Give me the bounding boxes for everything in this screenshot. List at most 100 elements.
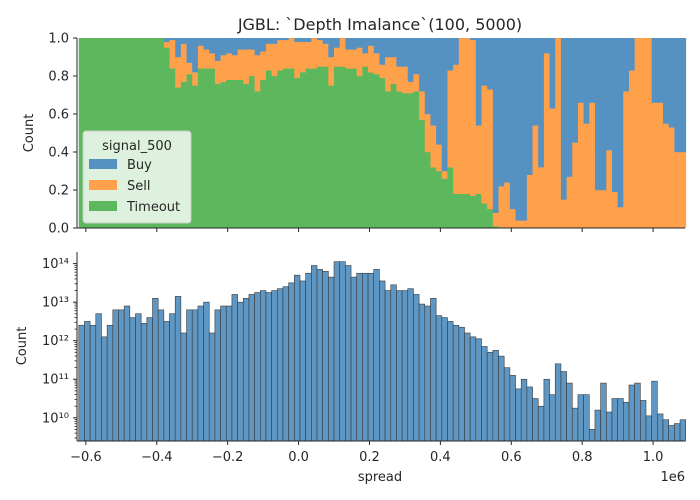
- bottom-x-tick-label-2: −0.2: [212, 450, 244, 465]
- bar-timeout-58: [407, 93, 414, 229]
- bar-timeout-35: [277, 70, 284, 229]
- bar-sell-89: [583, 123, 590, 229]
- histogram-bar-99: [640, 400, 647, 442]
- bar-buy-101: [651, 38, 658, 103]
- histogram-bar-36: [282, 286, 289, 442]
- bar-buy-17: [175, 38, 182, 58]
- bar-buy-90: [589, 38, 596, 103]
- bar-sell-39: [299, 41, 307, 73]
- bottom-x-tick-label-6: 0.6: [501, 450, 522, 465]
- bar-buy-47: [345, 38, 352, 50]
- bar-sell-100: [646, 38, 653, 229]
- bar-buy-33: [265, 38, 273, 44]
- bar-buy-74: [498, 38, 505, 187]
- bar-timeout-51: [368, 72, 375, 229]
- bar-buy-38: [294, 38, 301, 42]
- bar-sell-78: [521, 220, 528, 229]
- bar-sell-90: [589, 102, 596, 229]
- histogram-bar-94: [611, 398, 618, 442]
- top-y-tick-label-0: 0.0: [48, 222, 69, 237]
- bar-sell-61: [424, 114, 431, 153]
- bar-sell-44: [328, 57, 335, 86]
- histogram-bar-80: [532, 398, 539, 442]
- histogram-bar-54: [384, 290, 392, 442]
- bar-sell-40: [305, 41, 312, 69]
- histogram-bar-71: [481, 346, 488, 442]
- bar-sell-52: [373, 53, 380, 75]
- bar-sell-70: [475, 125, 482, 194]
- histogram-bar-23: [208, 332, 216, 442]
- bar-buy-48: [351, 38, 358, 50]
- bar-sell-94: [611, 191, 619, 229]
- bar-sell-92: [600, 190, 607, 229]
- histogram-bar-78: [520, 378, 528, 442]
- histogram-bar-81: [537, 405, 545, 442]
- histogram-bar-70: [475, 338, 482, 442]
- bar-buy-62: [430, 38, 437, 126]
- bar-sell-25: [220, 55, 227, 82]
- bar-sell-102: [657, 102, 664, 229]
- bar-sell-23: [209, 53, 216, 69]
- bar-buy-87: [572, 38, 579, 143]
- bar-timeout-50: [362, 66, 369, 229]
- bar-buy-82: [543, 38, 550, 54]
- bar-sell-72: [487, 89, 494, 210]
- histogram-bar-101: [651, 380, 658, 442]
- histogram-bar-15: [163, 321, 170, 442]
- bar-timeout-59: [413, 91, 420, 229]
- bottom-x-tick-label-3: 0.0: [288, 450, 309, 465]
- histogram-bar-14: [157, 309, 165, 442]
- histogram-bar-62: [430, 297, 437, 442]
- bar-buy-23: [209, 38, 216, 54]
- bar-sell-88: [577, 102, 585, 229]
- histogram-bar-43: [322, 271, 329, 442]
- bar-sell-77: [515, 220, 522, 229]
- histogram-bar-21: [197, 305, 204, 442]
- histogram-bar-83: [549, 394, 556, 442]
- bar-sell-47: [345, 49, 352, 69]
- bar-buy-105: [674, 38, 681, 153]
- bar-timeout-42: [317, 66, 324, 229]
- bar-timeout-28: [237, 79, 244, 229]
- bar-buy-93: [606, 38, 613, 151]
- bar-buy-27: [231, 38, 238, 56]
- bar-sell-54: [385, 57, 392, 92]
- histogram-bar-32: [259, 290, 267, 442]
- bar-sell-55: [390, 57, 397, 84]
- histogram-bar-86: [566, 382, 573, 442]
- bar-timeout-69: [470, 195, 477, 229]
- bar-timeout-26: [226, 79, 233, 229]
- bar-buy-71: [481, 38, 488, 86]
- bar-sell-49: [356, 47, 363, 77]
- bar-timeout-37: [288, 68, 295, 229]
- bar-timeout-73: [492, 226, 499, 229]
- bar-sell-19: [186, 62, 193, 75]
- bar-timeout-61: [424, 152, 431, 229]
- bar-sell-21: [197, 45, 204, 69]
- bar-timeout-48: [351, 68, 358, 229]
- bar-buy-44: [328, 38, 335, 58]
- histogram-bar-2: [89, 324, 97, 442]
- bar-timeout-53: [379, 77, 386, 229]
- bar-timeout-55: [390, 83, 397, 229]
- histogram-bar-50: [362, 272, 369, 442]
- bar-buy-60: [419, 38, 426, 92]
- top-y-axis-label: Count: [22, 114, 37, 153]
- top-y-tick-label-2: 0.4: [48, 146, 69, 161]
- bar-buy-51: [368, 38, 375, 46]
- bar-timeout-40: [305, 68, 312, 229]
- bar-buy-45: [334, 38, 341, 48]
- bar-sell-82: [543, 53, 550, 229]
- bar-sell-67: [458, 38, 465, 194]
- bar-sell-97: [628, 70, 636, 229]
- bar-buy-16: [169, 38, 176, 41]
- bar-sell-35: [277, 39, 284, 71]
- bar-buy-69: [470, 38, 477, 41]
- bar-timeout-47: [345, 68, 352, 229]
- bar-buy-43: [322, 38, 329, 44]
- bar-buy-40: [305, 38, 312, 42]
- bar-timeout-29: [243, 83, 250, 229]
- histogram-bar-66: [452, 324, 460, 442]
- bar-sell-26: [226, 53, 233, 80]
- histogram-bar-31: [254, 292, 261, 442]
